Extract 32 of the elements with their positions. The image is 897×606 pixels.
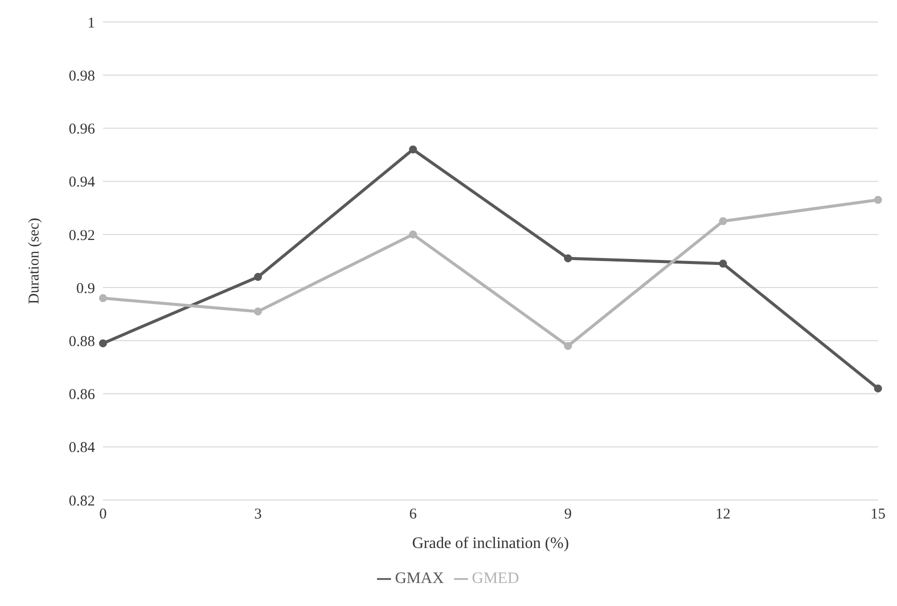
x-tick-label: 12 xyxy=(716,506,730,523)
y-tick-label: 0.86 xyxy=(68,387,96,404)
y-tick-label: 0.84 xyxy=(68,440,96,456)
point xyxy=(409,230,417,238)
y-tick-label: 1 xyxy=(88,15,95,32)
point xyxy=(564,254,572,262)
point xyxy=(874,384,882,392)
y-tick-label: 0.88 xyxy=(68,334,95,350)
point xyxy=(254,272,262,281)
x-tick-label: 3 xyxy=(254,506,262,523)
y-tick-label: 0.94 xyxy=(68,174,96,191)
y-tick-label: 0.96 xyxy=(68,122,96,138)
legend-label: GMED xyxy=(472,570,519,587)
point xyxy=(719,217,727,226)
legend-label: GMAX xyxy=(395,570,444,587)
x-axis-title: Grade of inclination (%) xyxy=(412,535,569,552)
point xyxy=(409,145,417,154)
point xyxy=(564,342,572,350)
y-tick-label: 0.98 xyxy=(68,68,95,84)
x-tick-label: 6 xyxy=(409,506,418,523)
point xyxy=(719,260,727,268)
y-tick-label: 0.92 xyxy=(68,228,95,244)
x-tick-label: 15 xyxy=(870,506,886,523)
y-tick-label: 0.82 xyxy=(68,493,95,510)
x-tick-label: 9 xyxy=(564,506,572,523)
point xyxy=(99,294,107,302)
point xyxy=(99,339,107,348)
x-tick-label: 0 xyxy=(99,506,107,523)
point xyxy=(874,196,882,204)
y-tick-label: 0.9 xyxy=(76,280,95,297)
y-axis-title: Duration (sec) xyxy=(26,218,42,304)
point xyxy=(254,307,262,316)
